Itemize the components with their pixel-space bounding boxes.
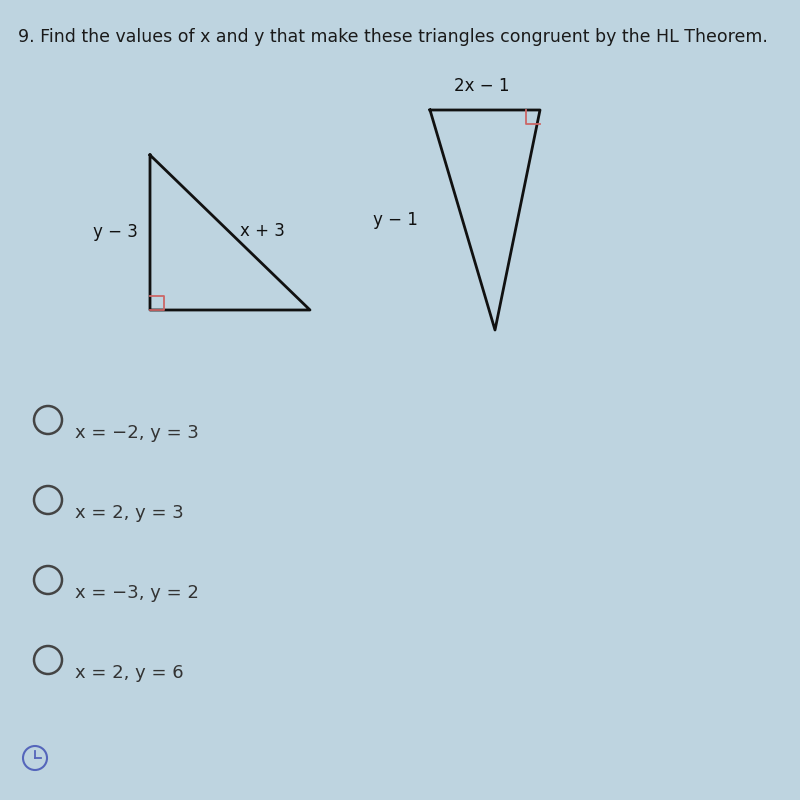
- Text: x = 2, y = 3: x = 2, y = 3: [75, 504, 184, 522]
- Text: x = −3, y = 2: x = −3, y = 2: [75, 584, 199, 602]
- Text: x + 3: x + 3: [240, 222, 285, 240]
- Text: 2x − 1: 2x − 1: [454, 77, 510, 95]
- Text: 9. Find the values of x and y that make these triangles congruent by the HL Theo: 9. Find the values of x and y that make …: [18, 28, 768, 46]
- Text: y − 3: y − 3: [93, 223, 138, 241]
- Text: x = 2, y = 6: x = 2, y = 6: [75, 664, 184, 682]
- Text: y − 1: y − 1: [373, 211, 418, 229]
- Text: x = −2, y = 3: x = −2, y = 3: [75, 424, 199, 442]
